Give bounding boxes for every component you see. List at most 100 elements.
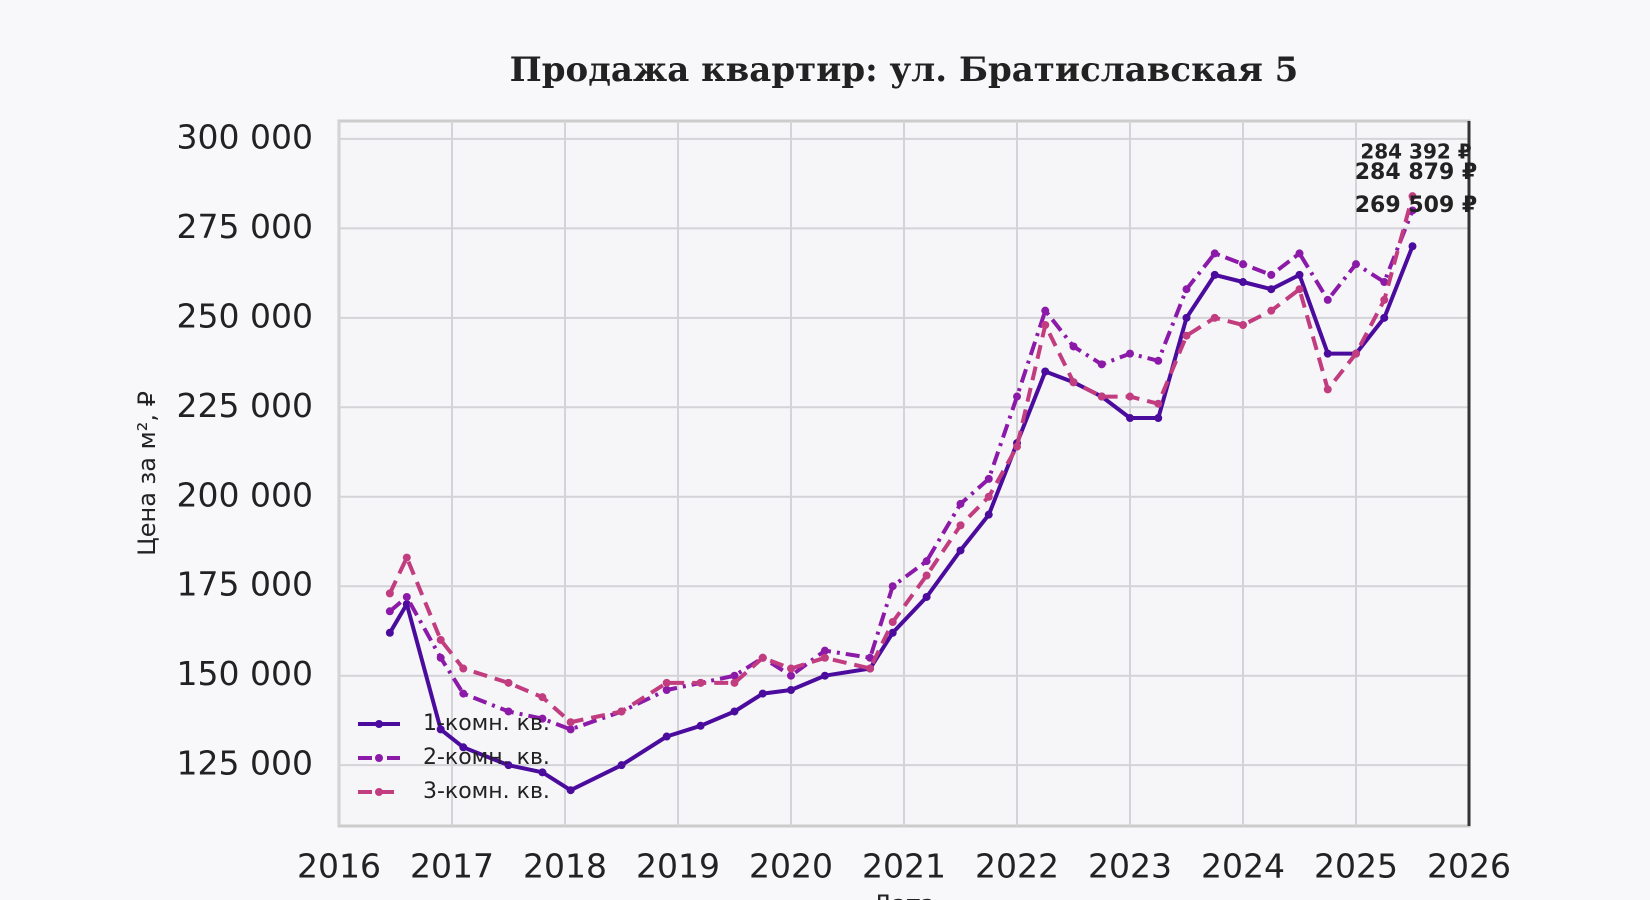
data-point xyxy=(1154,356,1163,365)
x-tick-label: 2019 xyxy=(636,847,720,886)
data-point xyxy=(888,628,897,637)
data-point xyxy=(866,664,875,673)
data-point xyxy=(984,510,993,519)
y-tick-label: 175 000 xyxy=(177,565,313,604)
y-tick-label: 225 000 xyxy=(177,386,313,425)
x-tick-label: 2021 xyxy=(862,847,946,886)
data-point xyxy=(730,671,739,680)
data-point xyxy=(1380,278,1389,287)
data-point xyxy=(385,628,394,637)
data-point xyxy=(1126,349,1134,358)
legend-marker xyxy=(375,754,383,762)
data-point xyxy=(1267,285,1276,294)
data-point xyxy=(1069,342,1078,351)
y-tick-label: 250 000 xyxy=(177,296,313,335)
data-point xyxy=(504,761,513,770)
x-tick-label: 2023 xyxy=(1088,847,1172,886)
data-point xyxy=(956,521,965,530)
data-point xyxy=(402,553,411,562)
data-point xyxy=(922,571,931,580)
data-point xyxy=(1380,313,1389,322)
data-point xyxy=(1154,399,1163,408)
legend-marker xyxy=(375,720,383,728)
data-point xyxy=(956,499,965,508)
legend-marker xyxy=(375,788,383,796)
data-point xyxy=(787,671,795,680)
data-point xyxy=(1069,378,1078,387)
data-point xyxy=(1352,260,1360,269)
data-point xyxy=(1267,270,1276,279)
data-point xyxy=(1295,270,1304,279)
data-point xyxy=(730,678,739,687)
data-point xyxy=(1041,320,1050,329)
x-tick-label: 2025 xyxy=(1314,847,1398,886)
series-line xyxy=(388,245,1415,793)
data-point xyxy=(922,557,931,566)
data-point xyxy=(820,653,829,662)
data-point xyxy=(504,678,513,687)
data-point xyxy=(1323,385,1332,394)
data-point xyxy=(538,693,547,702)
data-point xyxy=(1239,278,1247,287)
x-tick-label: 2017 xyxy=(410,847,494,886)
data-point xyxy=(662,732,671,741)
data-point xyxy=(820,646,829,655)
data-point xyxy=(538,768,547,777)
data-point xyxy=(730,707,739,716)
data-point xyxy=(866,653,875,662)
data-point xyxy=(1380,295,1389,304)
series-line xyxy=(388,195,1415,725)
data-point xyxy=(1126,392,1134,401)
data-point xyxy=(459,689,468,698)
data-point xyxy=(787,686,795,695)
data-point xyxy=(436,635,445,644)
data-point xyxy=(1408,192,1417,201)
data-point xyxy=(538,714,547,723)
data-point xyxy=(617,761,626,770)
data-point xyxy=(1323,295,1332,304)
data-point xyxy=(504,707,513,716)
y-tick-label: 300 000 xyxy=(177,117,313,156)
data-point xyxy=(1267,306,1276,315)
x-tick-label: 2020 xyxy=(749,847,833,886)
data-point xyxy=(787,664,795,673)
x-tick-label: 2024 xyxy=(1201,847,1285,886)
data-point xyxy=(1013,442,1021,451)
y-tick-label: 125 000 xyxy=(177,744,313,783)
data-point xyxy=(385,607,394,616)
x-tick-label: 2016 xyxy=(297,847,381,886)
data-point xyxy=(984,474,993,483)
data-point xyxy=(566,786,575,795)
data-point xyxy=(696,721,705,730)
data-point xyxy=(1295,285,1304,294)
data-point xyxy=(1126,414,1134,423)
data-point xyxy=(385,589,394,598)
data-point xyxy=(1210,313,1219,322)
data-point xyxy=(402,592,411,601)
data-point xyxy=(662,686,671,695)
data-point xyxy=(956,546,965,555)
y-tick-label: 150 000 xyxy=(177,654,313,693)
data-point xyxy=(1182,331,1191,340)
data-point xyxy=(1154,414,1163,423)
data-point xyxy=(436,653,445,662)
data-point xyxy=(566,725,575,734)
data-point xyxy=(1239,320,1247,329)
x-tick-label: 2022 xyxy=(975,847,1059,886)
data-point xyxy=(758,689,767,698)
data-point xyxy=(696,678,705,687)
data-point xyxy=(984,492,993,501)
data-point xyxy=(1210,249,1219,258)
data-point xyxy=(459,664,468,673)
data-point xyxy=(436,725,445,734)
data-point xyxy=(662,678,671,687)
annotation: 269 509 ₽ xyxy=(1355,193,1477,218)
data-point xyxy=(922,592,931,601)
data-point xyxy=(1408,206,1417,215)
data-point xyxy=(1182,313,1191,322)
data-point xyxy=(566,718,575,727)
y-axis-label: Цена за м², ₽ xyxy=(133,391,161,556)
data-point xyxy=(1239,260,1247,269)
